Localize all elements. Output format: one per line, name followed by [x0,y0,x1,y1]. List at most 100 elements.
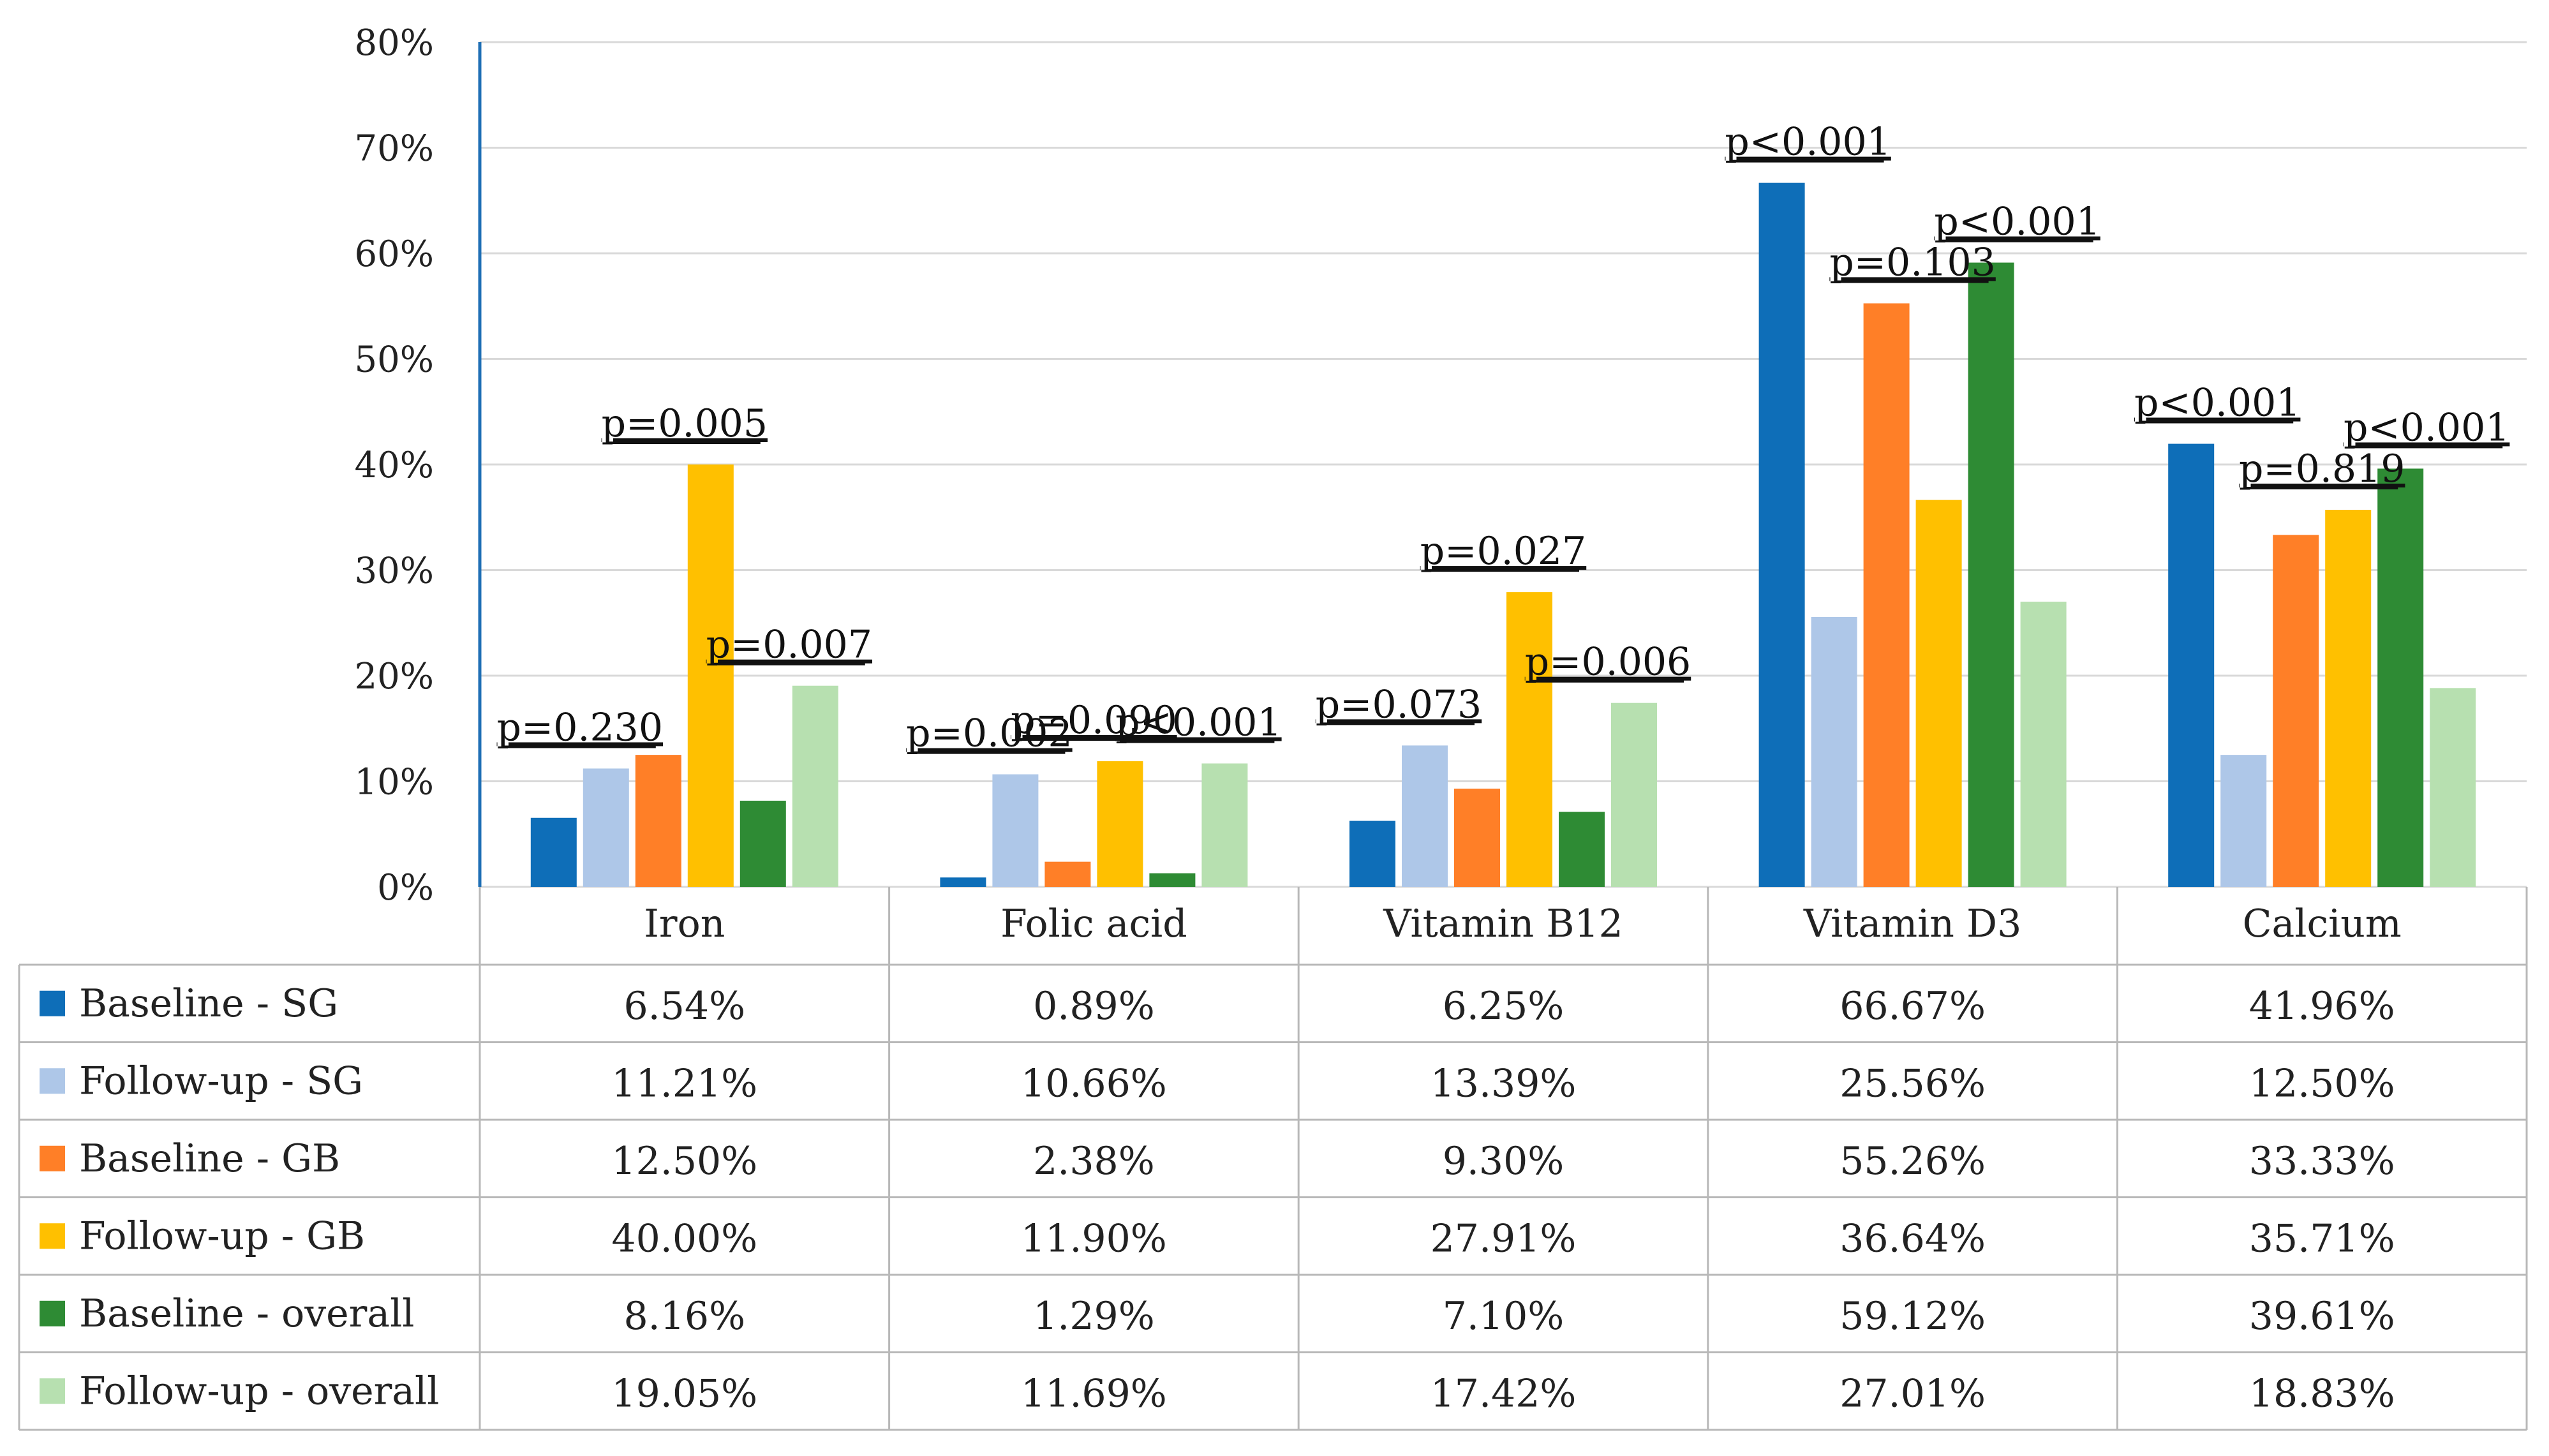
data-label: 36.64% [1839,1216,1986,1261]
bar [2273,535,2319,887]
data-label: 11.90% [1021,1216,1167,1261]
bar [2168,443,2215,887]
legend-label: Follow-up - GB [79,1214,365,1258]
bar [739,800,786,887]
bar [1811,616,1857,887]
data-label: 40.00% [611,1216,757,1261]
p-value-label: p<0.001 [1115,701,1281,745]
p-value-label: p=0.073 [1316,682,1482,727]
p-value-label: p=0.027 [1420,529,1586,574]
bar [2325,509,2372,887]
bar [792,685,838,887]
y-tick-label: 60% [355,234,434,275]
p-value-label: p<0.001 [1934,200,2100,244]
data-label: 6.54% [623,984,745,1029]
bar [992,774,1039,887]
y-tick-label: 20% [355,656,434,697]
data-label: 11.69% [1021,1371,1167,1416]
legend-swatch [40,1223,65,1249]
data-label: 18.83% [2249,1371,2395,1416]
data-label: 39.61% [2249,1294,2395,1339]
p-value-label: p=0.819 [2239,447,2405,491]
p-value-label: p=0.090 [1011,698,1177,743]
data-label: 11.21% [611,1061,757,1106]
legend-label: Baseline - overall [79,1291,414,1336]
y-tick-label: 40% [355,445,434,486]
data-label: 12.50% [611,1139,757,1184]
bar [1402,745,1448,887]
bar [2220,755,2267,887]
bar [635,755,681,887]
data-label: 7.10% [1443,1294,1564,1339]
bar [530,817,577,887]
y-axis-ticks: 0% 10% 20% 30% 40% 50% 60% 70% 80% [355,22,434,909]
category-label: Iron [644,902,725,946]
legend-swatch [40,990,65,1016]
legend-label: Follow-up - SG [79,1059,363,1103]
p-value-label: p=0.006 [1525,640,1691,685]
data-label: 41.96% [2249,984,2395,1029]
bars [530,182,2476,888]
p-value-label: p=0.005 [602,401,768,446]
bar [1149,873,1196,887]
legend-swatch [40,1300,65,1326]
category-label: Calcium [2243,902,2402,946]
bar [1044,861,1091,887]
legend-label: Baseline - GB [79,1136,340,1181]
data-label: 13.39% [1431,1061,1577,1106]
data-label: 12.50% [2249,1061,2395,1106]
bar [687,464,734,887]
category-label: Vitamin B12 [1383,902,1623,946]
data-label: 59.12% [1839,1294,1986,1339]
data-label: 55.26% [1839,1139,1986,1184]
bar [1611,702,1657,887]
legend-label: Follow-up - overall [79,1369,439,1413]
bar [1968,262,2014,888]
bar [1758,182,1805,887]
bar [1863,303,1910,887]
p-value-label: p<0.001 [1725,120,1891,165]
bar [1506,592,1552,887]
bar [1454,789,1500,887]
data-label: 1.29% [1033,1294,1155,1339]
data-label: 2.38% [1033,1139,1155,1184]
y-tick-label: 0% [377,867,434,909]
bar [583,768,629,887]
data-table: Iron Folic acid Vitamin B12 Vitamin D3 Calci… [18,887,2528,1431]
p-value-label: p<0.001 [2344,405,2509,450]
p-value-label: p=0.007 [706,623,872,667]
bar [1349,821,1395,887]
legend-swatch [40,1145,65,1171]
data-label: 25.56% [1839,1061,1986,1106]
data-label: 0.89% [1033,984,1155,1029]
data-label: 17.42% [1431,1371,1577,1416]
legend-swatch [40,1378,65,1404]
data-label: 9.30% [1443,1139,1564,1184]
data-label: 27.91% [1431,1216,1577,1261]
y-tick-label: 80% [355,22,434,64]
bar [2020,601,2067,887]
bar [1097,761,1143,887]
p-value-annotations: p=0.230p=0.005p=0.007p=0.002p=0.090p<0.0… [497,120,2510,756]
bar [2430,688,2476,887]
y-tick-label: 30% [355,551,434,592]
legend-swatch [40,1068,65,1094]
y-tick-label: 10% [355,762,434,803]
data-label: 27.01% [1839,1371,1986,1416]
bar [1915,500,1962,887]
data-label: 10.66% [1021,1061,1167,1106]
p-value-label: p=0.230 [497,705,663,750]
bar [1201,763,1248,887]
category-label: Folic acid [1000,902,1187,946]
data-label: 66.67% [1839,984,1986,1029]
bar [2377,468,2424,887]
grid-lines [480,41,2527,888]
bar [1559,812,1605,887]
category-label: Vitamin D3 [1803,902,2021,946]
data-label: 6.25% [1443,984,1564,1029]
data-label: 33.33% [2249,1139,2395,1184]
p-value-label: p=0.103 [1829,240,1995,285]
bar [940,877,986,887]
data-label: 8.16% [623,1294,745,1339]
